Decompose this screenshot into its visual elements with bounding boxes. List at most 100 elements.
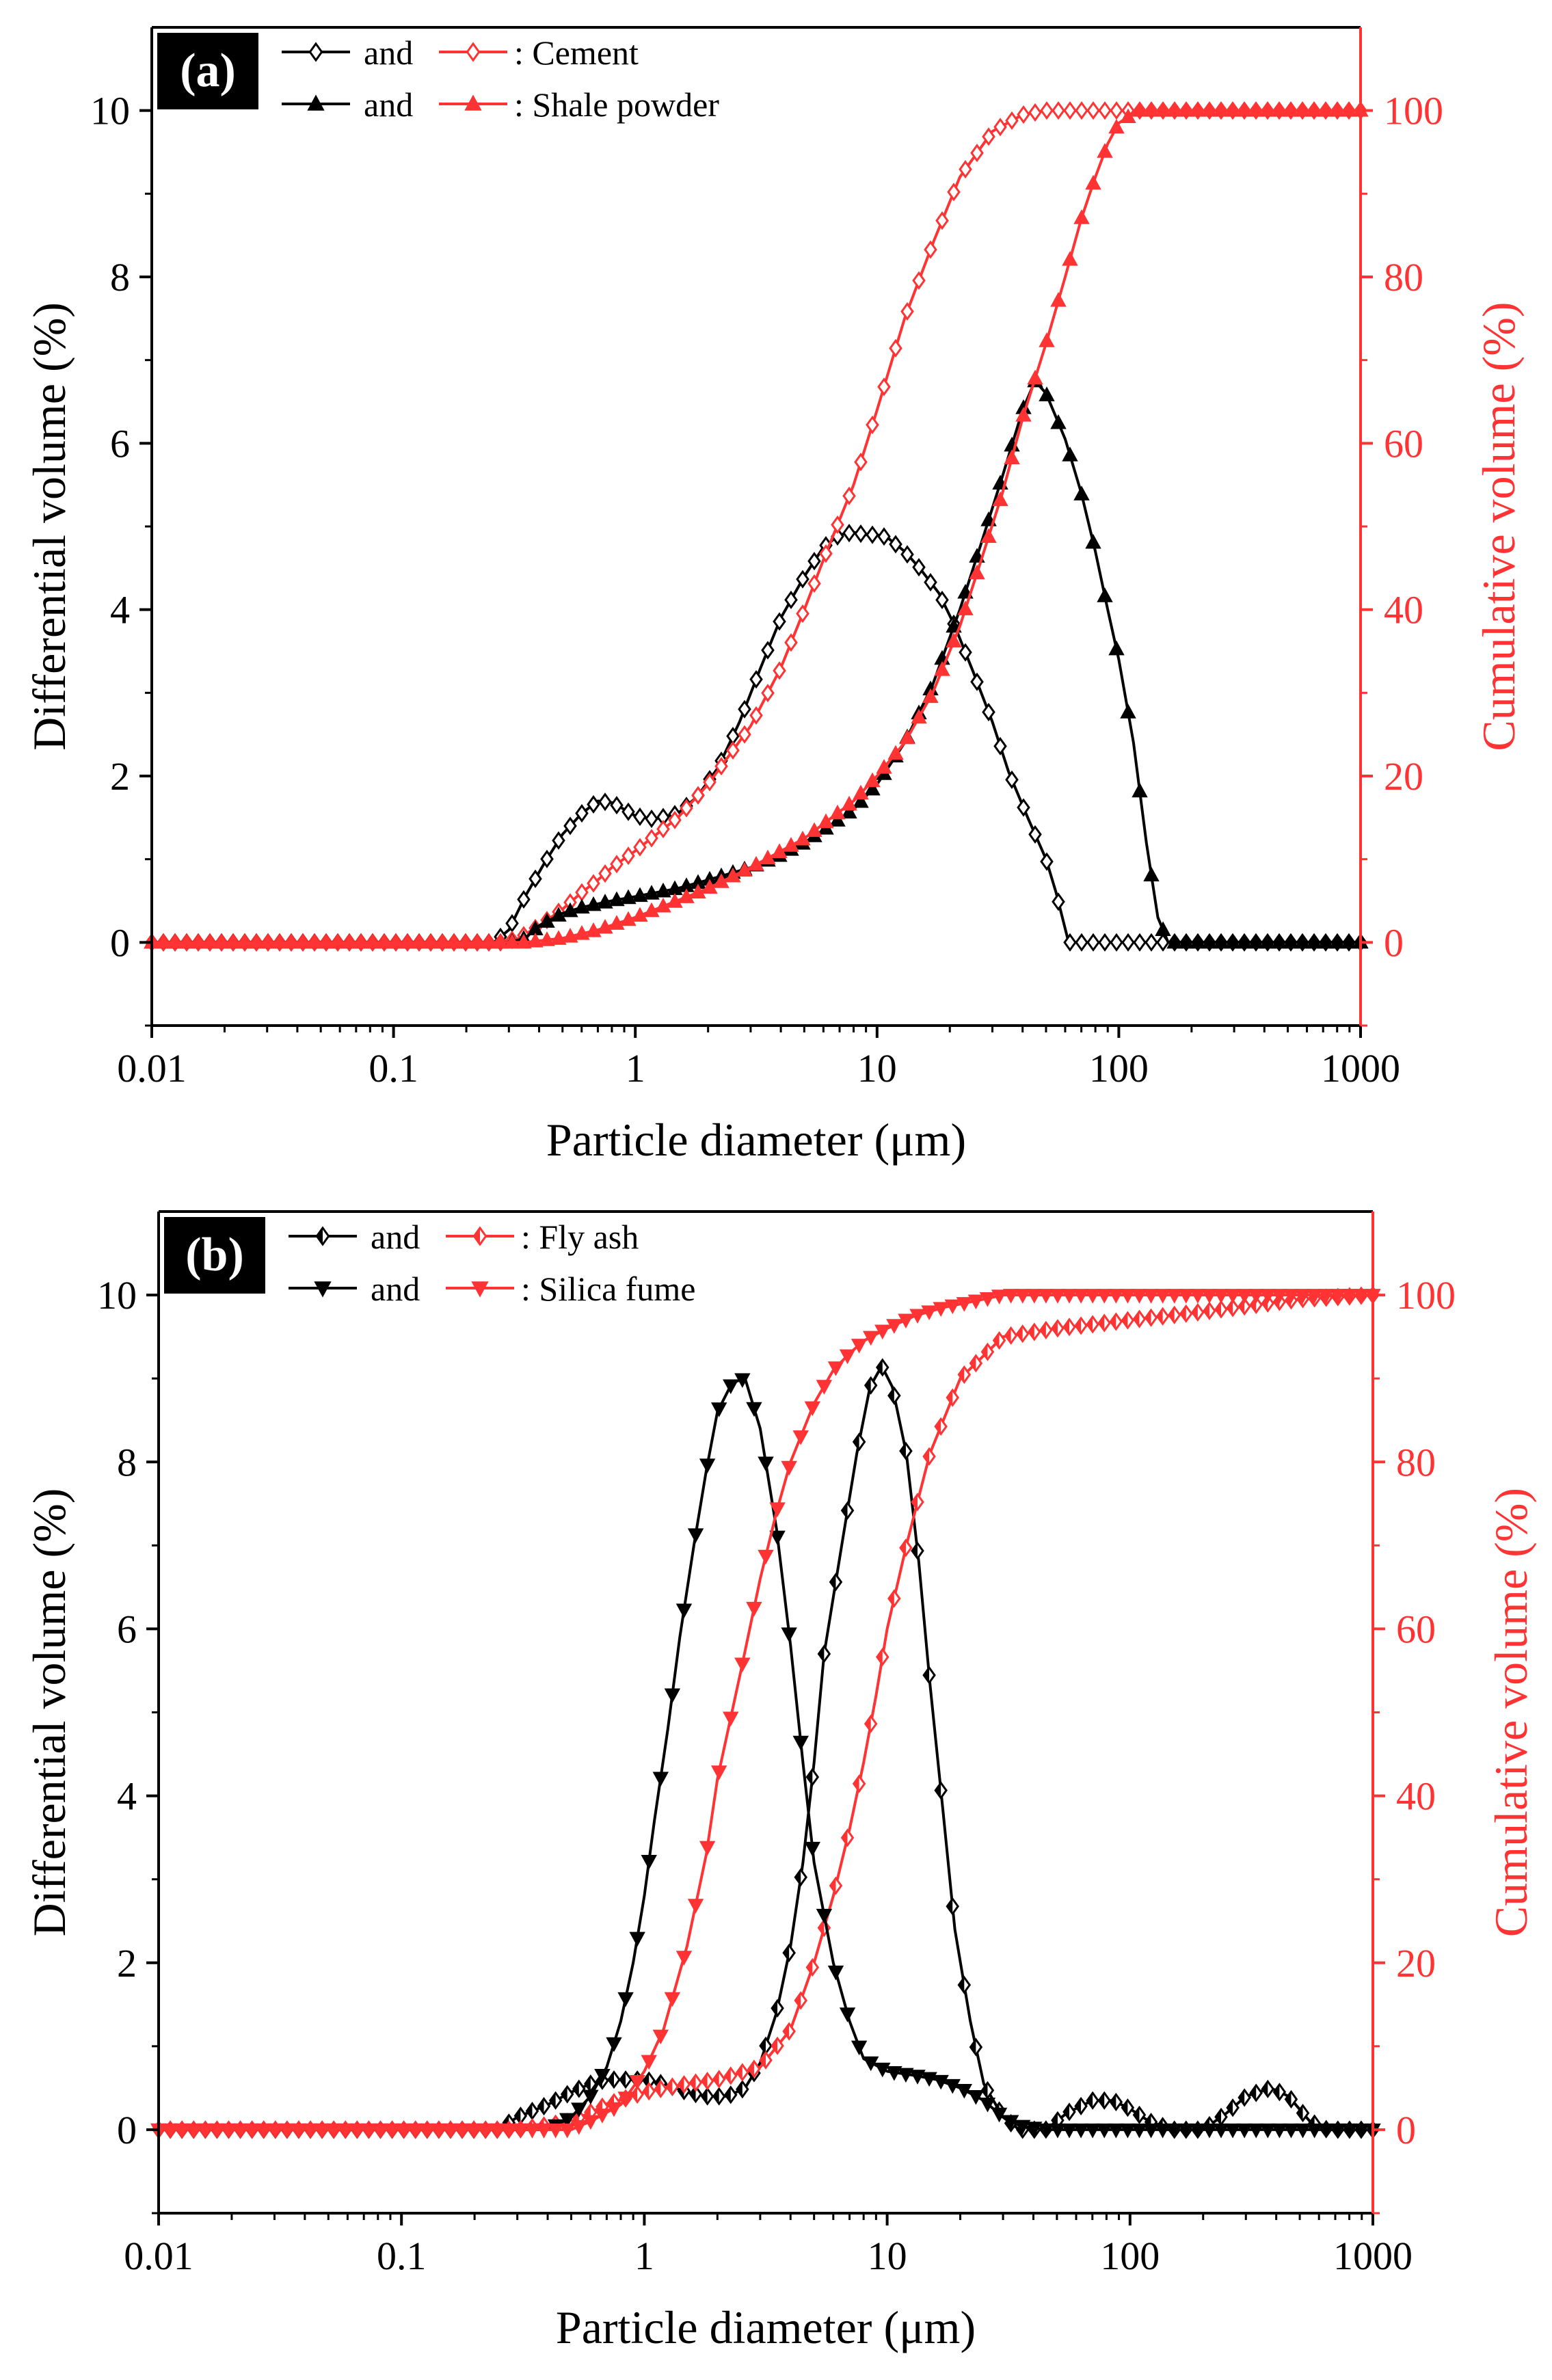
series-0-point-fill — [772, 2001, 778, 2016]
series-3-point — [1155, 102, 1171, 117]
series-3-point — [469, 933, 485, 949]
series-3-cumulative-triangle-down — [150, 1289, 1381, 2139]
series-1-point-fill — [784, 2024, 790, 2040]
series-3-point — [899, 729, 915, 745]
series-3-point — [1096, 1289, 1112, 1304]
series-3-point — [956, 1297, 973, 1312]
series-3-point — [167, 933, 183, 949]
series-0-differential-diamond-half — [152, 1358, 1380, 2139]
series-3-point — [862, 1331, 879, 1346]
series-3-point — [489, 2123, 505, 2139]
series-2-point — [841, 803, 857, 819]
series-2-point — [1271, 2123, 1288, 2139]
series-3-point — [1049, 1289, 1066, 1304]
series-2-point — [710, 1402, 727, 1417]
series-3-point — [643, 902, 660, 918]
series-3-point — [1154, 1289, 1171, 1304]
series-3-point — [302, 2123, 319, 2139]
series-0-point — [1063, 933, 1077, 952]
y-tick-label: 4 — [110, 588, 130, 632]
y2-tick-label: 80 — [1396, 1440, 1436, 1484]
series-2-point — [687, 1528, 704, 1543]
series-1-point-fill — [643, 2083, 650, 2099]
series-0-point-fill — [690, 2086, 696, 2102]
series-3-point — [197, 2123, 214, 2139]
x-tick-label: 100 — [1100, 2234, 1160, 2278]
series-2-point — [562, 902, 578, 918]
series-3-point — [1027, 369, 1043, 385]
series-0-point-fill — [1285, 2091, 1292, 2107]
series-0-point — [540, 849, 554, 868]
series-3-point — [1004, 449, 1020, 464]
series-3-point — [295, 933, 311, 949]
series-3-point — [678, 888, 695, 903]
series-2-point — [617, 1992, 634, 2007]
series-2-point — [620, 889, 637, 905]
series-3-point — [353, 933, 369, 949]
series-0-point — [1017, 798, 1030, 817]
series-3-point — [1236, 1289, 1253, 1304]
series-3-point — [1283, 1289, 1300, 1304]
series-1-point-fill — [1227, 1300, 1233, 1315]
series-3-point — [399, 933, 416, 949]
series-1-point-fill — [1005, 1328, 1011, 1343]
series-1-point-fill — [1040, 1322, 1046, 1338]
x-axis-title: Particle diameter (μm) — [556, 2301, 976, 2353]
series-0-point — [598, 792, 612, 812]
series-1-point-fill — [667, 2078, 673, 2094]
series-0-point-fill — [1110, 2094, 1116, 2110]
series-1-point — [1028, 103, 1042, 122]
series-2-point — [1317, 2123, 1335, 2139]
series-0-point-fill — [713, 2089, 719, 2104]
series-3-point — [620, 911, 637, 926]
series-2-point — [1154, 2123, 1171, 2139]
series-2-point — [699, 1458, 716, 1473]
series-3-point — [839, 1349, 856, 1365]
series-0-point-fill — [1250, 2085, 1257, 2101]
series-1-point — [726, 740, 740, 760]
series-3-point — [806, 822, 822, 838]
series-0-point-fill — [585, 2076, 591, 2091]
series-2-point — [571, 2102, 587, 2117]
series-2-point — [886, 2066, 902, 2081]
series-0-point-fill — [935, 1782, 941, 1798]
y-axis-title: Differential volume (%) — [23, 302, 75, 751]
series-0-point — [1110, 933, 1123, 952]
series-1-point — [796, 604, 810, 624]
series-3-point — [980, 528, 997, 543]
series-3-point — [629, 2074, 645, 2090]
series-2-point — [632, 887, 648, 902]
series-2-point — [594, 2068, 611, 2084]
series-3-point — [1225, 1289, 1241, 1304]
series-2-point — [1236, 933, 1253, 949]
series-1-point-fill — [1064, 1319, 1069, 1335]
series-1-point — [854, 453, 868, 472]
series-0-point — [1040, 852, 1054, 871]
series-0-point — [959, 643, 972, 662]
series-0-point — [749, 670, 763, 689]
series-0-point — [1052, 892, 1065, 911]
legend-marker-black-fill — [317, 1228, 323, 1244]
series-1-point — [598, 864, 612, 883]
series-3-point — [1248, 102, 1264, 117]
series-0-point — [633, 807, 647, 827]
series-1-point-fill — [1216, 1302, 1221, 1318]
series-1-point-fill — [818, 1920, 825, 1936]
series-0-point-fill — [573, 2081, 579, 2097]
series-0-point — [935, 590, 949, 610]
series-2-point — [1353, 2123, 1369, 2139]
series-2-point — [1236, 2123, 1253, 2139]
series-2-point — [979, 2097, 996, 2113]
series-3-point — [1143, 102, 1160, 117]
series-0-differential-diamond-open — [145, 524, 1367, 952]
series-3-point — [909, 1309, 926, 1324]
series-3-point — [1259, 1289, 1276, 1304]
series-2-point — [652, 1771, 669, 1787]
series-3-point — [827, 1361, 844, 1376]
series-2-point — [898, 2068, 914, 2083]
series-3-point — [748, 855, 764, 871]
series-2-point — [1096, 2123, 1112, 2139]
series-3-point — [1108, 1289, 1125, 1304]
series-0-point — [842, 524, 856, 543]
y2-tick-label: 20 — [1384, 754, 1423, 799]
